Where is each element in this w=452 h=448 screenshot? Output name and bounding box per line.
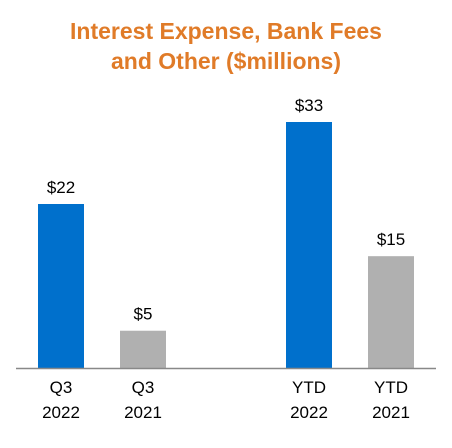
value-label-3: $15 <box>377 230 405 249</box>
tick-label-3-line-2: 2021 <box>372 403 410 422</box>
value-label-1: $5 <box>134 305 153 324</box>
bar-0 <box>38 204 84 368</box>
tick-label-1-line-1: Q3 <box>132 378 155 397</box>
value-label-0: $22 <box>47 178 75 197</box>
tick-label-0-line-2: 2022 <box>42 403 80 422</box>
chart-title-line-2: and Other ($millions) <box>110 48 342 74</box>
tick-labels-group: Q3 2022 Q3 2021 YTD 2022 YTD 2021 <box>42 378 410 422</box>
chart-title-line-1: Interest Expense, Bank Fees <box>70 18 382 44</box>
value-labels-group: $22 $5 $33 $15 <box>47 96 405 324</box>
tick-label-2-line-1: YTD <box>292 378 326 397</box>
value-label-2: $33 <box>295 96 323 115</box>
bar-2 <box>286 122 332 368</box>
bar-1 <box>120 330 166 368</box>
bar-3 <box>368 256 414 368</box>
tick-label-0-line-1: Q3 <box>50 378 73 397</box>
bars-group <box>38 122 414 368</box>
tick-label-3-line-1: YTD <box>374 378 408 397</box>
tick-label-1-line-2: 2021 <box>124 403 162 422</box>
tick-label-2-line-2: 2022 <box>290 403 328 422</box>
